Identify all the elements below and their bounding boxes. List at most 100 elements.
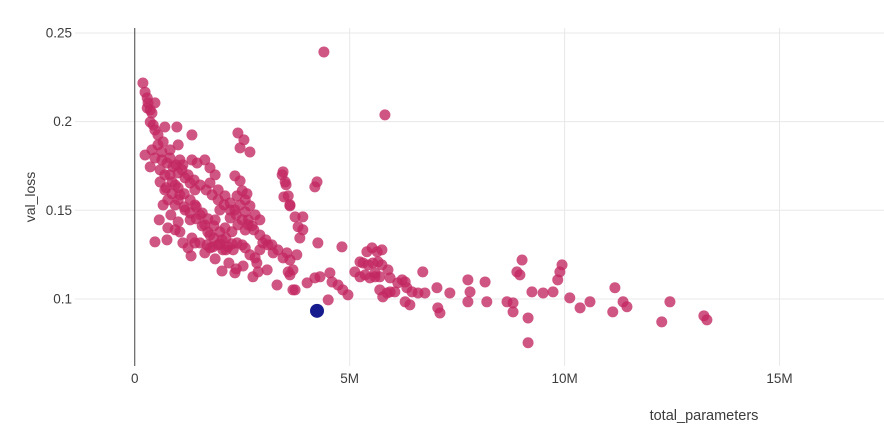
scatter-point[interactable] xyxy=(261,264,273,276)
scatter-point[interactable] xyxy=(556,259,568,271)
scatter-point[interactable] xyxy=(314,271,326,283)
scatter-point[interactable] xyxy=(516,254,528,266)
scatter-point[interactable] xyxy=(324,267,336,279)
scatter-point[interactable] xyxy=(574,302,586,314)
y-tick-label: 0.2 xyxy=(53,114,72,129)
scatter-point[interactable] xyxy=(607,306,619,318)
scatter-point[interactable] xyxy=(244,146,256,158)
scatter-point[interactable] xyxy=(189,237,201,249)
scatter-point[interactable] xyxy=(514,269,526,281)
scatter-point[interactable] xyxy=(322,294,334,306)
scatter-point[interactable] xyxy=(656,316,668,328)
y-tick-label: 0.15 xyxy=(46,203,72,218)
scatter-point[interactable] xyxy=(522,337,534,349)
scatter-point[interactable] xyxy=(464,286,476,298)
scatter-point[interactable] xyxy=(289,211,301,223)
scatter-point[interactable] xyxy=(280,179,292,191)
scatter-point[interactable] xyxy=(284,269,296,281)
scatter-point[interactable] xyxy=(157,199,169,211)
scatter-point[interactable] xyxy=(278,191,290,203)
scatter-point[interactable] xyxy=(374,271,386,283)
scatter-point[interactable] xyxy=(185,250,197,262)
x-tick-label: 10M xyxy=(551,371,577,386)
scatter-point[interactable] xyxy=(149,236,161,248)
scatter-point[interactable] xyxy=(216,265,228,277)
scatter-point[interactable] xyxy=(481,296,493,308)
scatter-point[interactable] xyxy=(169,224,181,236)
scatter-point[interactable] xyxy=(419,287,431,299)
scatter-point[interactable] xyxy=(139,149,151,161)
scatter-point[interactable] xyxy=(564,292,576,304)
scatter-point[interactable] xyxy=(417,266,429,278)
scatter-point[interactable] xyxy=(220,244,232,256)
scatter-point[interactable] xyxy=(254,214,266,226)
scatter-point[interactable] xyxy=(507,297,519,309)
scatter-point[interactable] xyxy=(241,188,253,200)
scatter-point[interactable] xyxy=(161,234,173,246)
scatter-point[interactable] xyxy=(507,306,519,318)
scatter-point[interactable] xyxy=(137,77,149,89)
scatter-point[interactable] xyxy=(159,121,171,133)
scatter-point[interactable] xyxy=(379,109,391,121)
scatter-point[interactable] xyxy=(149,97,161,109)
scatter-point[interactable] xyxy=(462,296,474,308)
scatter-point[interactable] xyxy=(462,274,474,286)
scatter-point[interactable] xyxy=(361,246,373,258)
scatter-point[interactable] xyxy=(266,239,278,251)
scatter-point[interactable] xyxy=(609,282,621,294)
scatter-point[interactable] xyxy=(284,200,296,212)
scatter-point[interactable] xyxy=(165,209,177,221)
scatter-point[interactable] xyxy=(172,139,184,151)
scatter-point[interactable] xyxy=(664,296,676,308)
scatter-point[interactable] xyxy=(209,169,221,181)
highlighted-scatter-point[interactable] xyxy=(310,303,325,318)
y-tick-label: 0.1 xyxy=(53,291,72,306)
scatter-point[interactable] xyxy=(144,161,156,173)
scatter-point[interactable] xyxy=(376,244,388,256)
scatter-point[interactable] xyxy=(522,312,534,324)
y-tick-label: 0.25 xyxy=(46,25,72,40)
scatter-point[interactable] xyxy=(153,214,165,226)
scatter-point[interactable] xyxy=(146,107,158,119)
scatter-point[interactable] xyxy=(701,314,713,326)
scatter-point[interactable] xyxy=(547,286,559,298)
scatter-point[interactable] xyxy=(404,299,416,311)
scatter-point[interactable] xyxy=(444,287,456,299)
scatter-point[interactable] xyxy=(230,263,242,275)
scatter-point[interactable] xyxy=(186,129,198,141)
scatter-point[interactable] xyxy=(349,266,361,278)
scatter-point[interactable] xyxy=(289,284,301,296)
scatter-point[interactable] xyxy=(171,121,183,133)
scatter-point[interactable] xyxy=(342,289,354,301)
x-axis-title: total_parameters xyxy=(649,408,759,424)
scatter-point[interactable] xyxy=(234,175,246,187)
scatter-point[interactable] xyxy=(234,142,246,154)
scatter-point[interactable] xyxy=(271,279,283,291)
scatter-point[interactable] xyxy=(621,301,633,313)
scatter-point[interactable] xyxy=(537,287,549,299)
scatter-point[interactable] xyxy=(156,146,168,158)
scatter-point[interactable] xyxy=(276,169,288,181)
scatter-point[interactable] xyxy=(294,232,306,244)
scatter-point[interactable] xyxy=(209,253,221,265)
scatter-point[interactable] xyxy=(223,257,235,269)
scatter-point[interactable] xyxy=(431,282,443,294)
scatter-point[interactable] xyxy=(318,46,330,58)
scatter-point[interactable] xyxy=(199,154,211,166)
scatter-point[interactable] xyxy=(251,257,263,269)
scatter-point[interactable] xyxy=(584,296,596,308)
scatter-point[interactable] xyxy=(312,237,324,249)
scatter-point[interactable] xyxy=(199,247,211,259)
scatter-point[interactable] xyxy=(479,276,491,288)
scatter-point[interactable] xyxy=(309,181,321,193)
scatter-point[interactable] xyxy=(381,287,393,299)
scatter-point[interactable] xyxy=(526,286,538,298)
scatter-point[interactable] xyxy=(239,242,251,254)
scatter-point[interactable] xyxy=(291,249,303,261)
scatter-point[interactable] xyxy=(177,237,189,249)
scatter-point[interactable] xyxy=(434,307,446,319)
scatter-point[interactable] xyxy=(252,266,264,278)
scatter-point[interactable] xyxy=(336,241,348,253)
scatter-point[interactable] xyxy=(297,211,309,223)
